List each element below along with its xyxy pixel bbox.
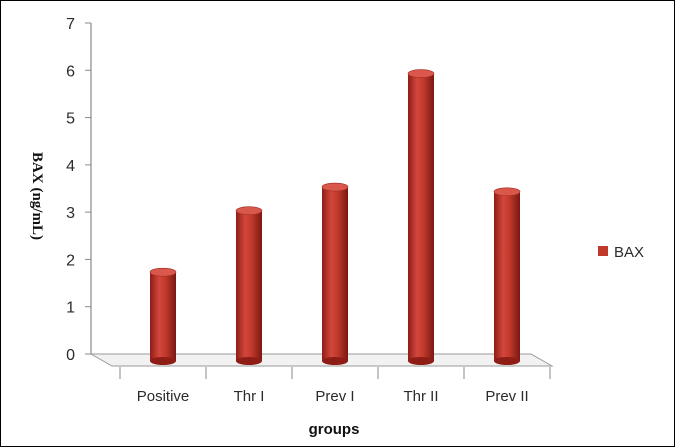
x-tick-label: Thr II <box>403 388 438 405</box>
y-tick-label: 7 <box>66 16 75 33</box>
chart-floor <box>89 353 554 367</box>
x-tick-label: Prev I <box>315 388 354 405</box>
y-tick-label: 3 <box>66 205 75 222</box>
bar <box>235 206 263 365</box>
legend-label: BAX <box>614 244 644 261</box>
x-tick-label: Positive <box>137 388 190 405</box>
y-axis-label: BAX (ng/mL) <box>29 152 45 240</box>
y-tick-label: 5 <box>66 111 75 128</box>
x-tick-label: Prev II <box>485 388 528 405</box>
x-tick-label: Thr I <box>234 388 265 405</box>
legend-swatch <box>598 246 608 256</box>
y-tick-label: 4 <box>66 158 75 175</box>
y-tick-label: 1 <box>66 300 75 317</box>
bar <box>149 267 177 365</box>
bar <box>407 69 435 365</box>
x-axis-label: groups <box>309 421 360 438</box>
y-tick-label: 2 <box>66 252 75 269</box>
bar <box>321 182 349 365</box>
bar <box>493 187 521 365</box>
legend: BAX <box>598 244 644 261</box>
y-tick-label: 0 <box>66 347 75 364</box>
y-tick-label: 6 <box>66 63 75 80</box>
